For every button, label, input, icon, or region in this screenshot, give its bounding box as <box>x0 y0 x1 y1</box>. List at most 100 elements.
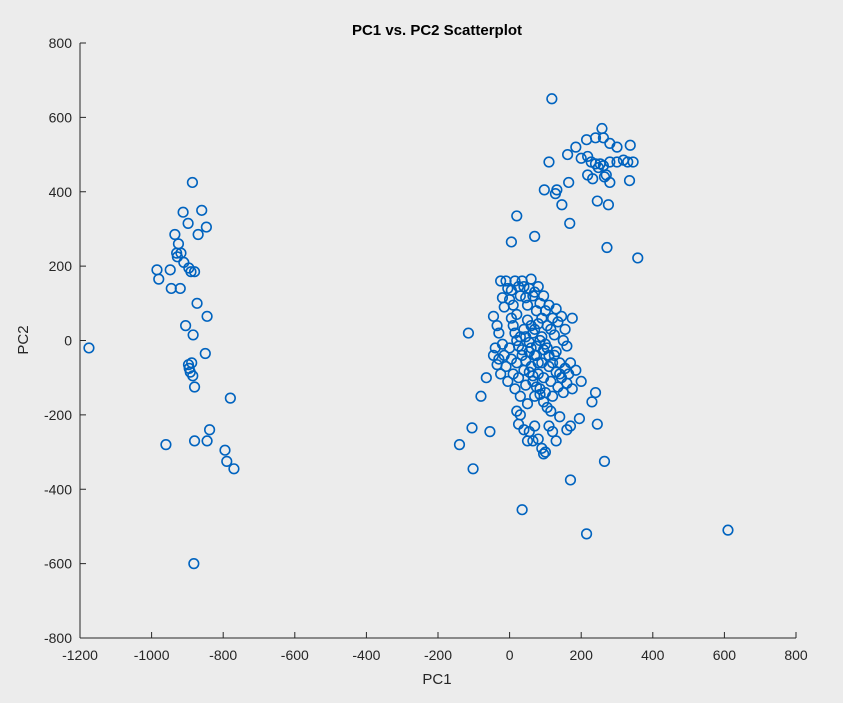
scatter-point <box>475 390 487 402</box>
scatter-point <box>536 442 548 454</box>
scatter-point <box>573 412 586 425</box>
scatter-point <box>550 346 562 358</box>
axes-frame <box>79 43 796 639</box>
scatter-point <box>554 368 566 380</box>
scatter-point <box>164 264 176 276</box>
scatter-point <box>500 360 512 373</box>
scatter-point <box>539 446 552 458</box>
scatter-point <box>529 420 541 432</box>
y-axis-label: PC2 <box>15 325 32 354</box>
scatter-point <box>201 435 213 447</box>
scatter-point <box>529 230 541 242</box>
x-tick-label: 400 <box>641 647 665 663</box>
scatter-point <box>611 156 623 168</box>
scatter-point <box>596 122 608 135</box>
scatter-point <box>545 405 557 417</box>
scatter-point <box>484 426 496 438</box>
scatter-point <box>582 169 594 181</box>
scatter-point <box>188 266 201 278</box>
y-tick-label: -600 <box>44 556 72 572</box>
scatter-point <box>538 290 550 302</box>
y-ticks: -800 -600 -400 -200 0 200 400 600 800 <box>44 35 86 646</box>
x-tick-label: -400 <box>352 647 380 663</box>
scatter-point <box>509 327 521 339</box>
scatter-point <box>521 398 534 410</box>
scatter-point <box>546 93 558 105</box>
scatter-point <box>566 383 578 395</box>
scatter-point <box>623 174 636 187</box>
scatter-point <box>543 420 555 432</box>
scatter-point <box>622 156 634 168</box>
scatter-point <box>539 338 552 350</box>
scatter-point <box>169 228 181 241</box>
scatter-point <box>575 152 587 164</box>
scatter-point <box>518 424 530 436</box>
scatter-point <box>160 439 172 451</box>
scatter-point <box>538 396 550 408</box>
scatter-point <box>561 424 573 436</box>
scatter-point <box>527 375 539 388</box>
y-tick-label: 200 <box>49 258 73 274</box>
scatter-point <box>552 381 564 393</box>
chart-title: PC1 vs. PC2 Scatterplot <box>352 22 522 39</box>
scatter-point <box>564 474 577 486</box>
scatter-point <box>554 411 566 423</box>
scatter-point <box>580 528 593 540</box>
scatter-point <box>480 372 492 384</box>
y-tick-label: 600 <box>49 109 73 125</box>
scatter-point <box>551 184 563 196</box>
scatter-point <box>557 386 569 399</box>
x-tick-label: 0 <box>506 647 514 663</box>
scatter-point <box>188 381 201 393</box>
scatter-point <box>201 310 213 322</box>
scatter-point <box>221 455 233 467</box>
scatter-point <box>591 418 603 430</box>
scatter-point <box>505 312 517 324</box>
scatter-point <box>487 310 500 322</box>
scatter-point <box>548 329 560 341</box>
scatter-point <box>182 217 194 229</box>
x-axis-label: PC1 <box>422 671 451 688</box>
x-tick-label: -200 <box>424 647 452 663</box>
scatter-point <box>543 156 555 168</box>
scatter-point <box>224 392 236 404</box>
scatter-point <box>632 252 644 264</box>
scatter-point <box>582 150 594 163</box>
scatter-point <box>186 357 198 369</box>
scatter-point <box>557 334 569 347</box>
scatter-point <box>575 375 587 388</box>
scatter-point <box>592 161 604 174</box>
scatter-point <box>564 420 577 432</box>
scatter-point <box>186 176 199 189</box>
scatter-point <box>543 360 555 373</box>
scatter-point <box>521 314 534 326</box>
scatter-point <box>187 370 199 382</box>
scatter-point <box>199 347 211 360</box>
scatter-point <box>597 132 609 144</box>
scatter-point <box>196 204 208 216</box>
scatter-point <box>539 305 552 317</box>
scatter-point <box>467 463 479 475</box>
scatter-point <box>523 366 535 378</box>
scatter-point <box>200 221 212 233</box>
scatter-point <box>722 524 734 536</box>
scatter-point <box>601 241 613 254</box>
scatter-point <box>514 409 526 421</box>
scatter-point <box>505 236 517 248</box>
scatter-point <box>495 368 507 380</box>
y-tick-label: -400 <box>44 481 72 497</box>
scatter-point <box>556 199 568 211</box>
scatter-point <box>532 357 544 369</box>
scatter-point <box>192 228 204 241</box>
scatter-point <box>561 340 573 352</box>
scatter-point <box>559 323 571 335</box>
scatter-point <box>611 141 623 153</box>
scatter-point <box>561 377 573 389</box>
scatter-point <box>188 435 201 447</box>
scatter-point <box>580 134 593 146</box>
x-tick-label: -800 <box>209 647 237 663</box>
scatter-point <box>83 342 95 354</box>
scatter-point <box>228 463 240 475</box>
scatter-point <box>532 433 544 445</box>
scatter-point <box>545 323 557 335</box>
